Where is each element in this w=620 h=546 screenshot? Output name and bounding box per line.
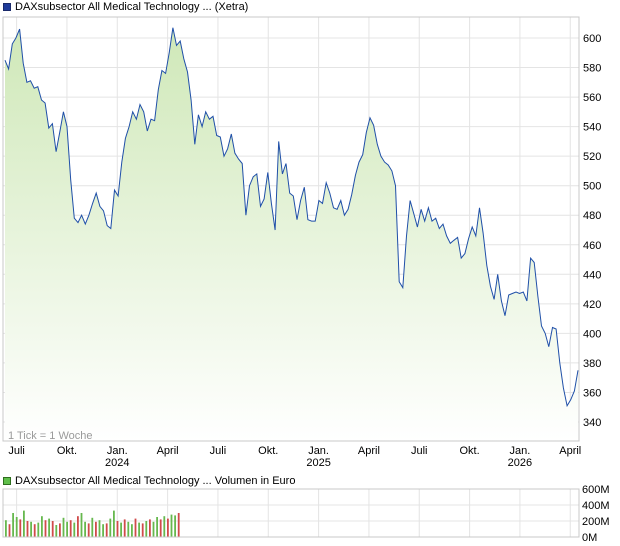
- volume-bar: [138, 522, 140, 537]
- volume-bar: [145, 521, 148, 537]
- price-y-tick-label: 500: [583, 181, 601, 193]
- price-x-tick-label: April: [157, 445, 179, 457]
- volume-bar: [152, 521, 155, 537]
- price-legend-label: DAXsubsector All Medical Technology ... …: [15, 1, 249, 13]
- volume-bar: [55, 525, 58, 537]
- price-y-tick-label: 540: [583, 122, 601, 134]
- price-y-tick-label: 580: [583, 63, 601, 75]
- volume-bar: [95, 521, 97, 537]
- volume-bar: [51, 521, 54, 537]
- volume-bar: [116, 521, 119, 537]
- volume-bar: [177, 513, 180, 537]
- price-y-tick-label: 480: [583, 210, 601, 222]
- volume-y-axis: 600M 400M 200M 0M: [582, 484, 610, 544]
- price-y-axis: 600 580 560 540 520 500 480 460 440 420 400 380 360 3…: [583, 33, 601, 429]
- price-y-tick-label: 400: [583, 328, 601, 340]
- volume-bar: [48, 518, 50, 537]
- volume-bar: [8, 524, 11, 537]
- volume-bar: [80, 513, 83, 537]
- volume-bar: [41, 516, 43, 537]
- price-legend: DAXsubsector All Medical Technology ... …: [3, 0, 248, 14]
- volume-y-tick-label: 200M: [582, 516, 610, 528]
- volume-bar: [15, 517, 18, 537]
- volume-legend-label: DAXsubsector All Medical Technology ... …: [15, 475, 296, 487]
- volume-bar: [174, 515, 176, 537]
- price-x-year-label: 2025: [306, 457, 330, 469]
- watermark-label: 1 Tick = 1 Woche: [8, 430, 92, 442]
- volume-plot-frame: [2, 488, 580, 538]
- volume-y-tick-label: 400M: [582, 500, 610, 512]
- price-x-year-label: 2024: [105, 457, 129, 469]
- price-y-tick-label: 520: [583, 151, 601, 163]
- volume-bar: [167, 518, 169, 537]
- volume-bar: [120, 522, 122, 537]
- price-y-tick-label: 600: [583, 33, 601, 45]
- volume-y-tick-label: 0M: [582, 532, 597, 544]
- volume-bar: [62, 517, 65, 537]
- volume-bar: [156, 517, 158, 537]
- price-x-tick-label: Juli: [210, 445, 227, 457]
- price-line: [4, 27, 579, 408]
- price-x-tick-label: Jan.: [308, 445, 329, 457]
- volume-bar: [123, 519, 126, 537]
- price-y-tick-label: 360: [583, 387, 601, 399]
- volume-bar: [66, 521, 68, 537]
- volume-bar: [23, 510, 25, 537]
- price-x-year-label: 2026: [508, 457, 532, 469]
- price-y-tick-label: 420: [583, 299, 601, 311]
- price-area: [5, 27, 578, 441]
- volume-bars: [5, 510, 180, 537]
- volume-bar: [84, 521, 86, 537]
- volume-bar: [105, 523, 108, 537]
- volume-bar: [91, 517, 94, 537]
- volume-bar: [5, 520, 7, 537]
- volume-legend-swatch: [3, 477, 11, 485]
- volume-bar: [163, 516, 166, 537]
- volume-bar: [12, 513, 14, 537]
- price-x-tick-label: Juli: [411, 445, 428, 457]
- volume-bar: [149, 519, 151, 537]
- price-x-tick-label: Jan.: [510, 445, 531, 457]
- volume-y-tick-label: 600M: [582, 484, 610, 496]
- price-legend-swatch: [3, 3, 11, 11]
- volume-bar: [134, 518, 137, 537]
- price-y-tick-label: 560: [583, 92, 601, 104]
- volume-bar: [98, 520, 101, 537]
- price-x-tick-label: April: [358, 445, 380, 457]
- price-x-tick-label: April: [559, 445, 581, 457]
- volume-bar: [69, 520, 72, 537]
- volume-bar: [113, 510, 115, 537]
- volume-legend: DAXsubsector All Medical Technology ... …: [3, 474, 295, 488]
- volume-bar: [109, 518, 112, 537]
- volume-bar: [59, 523, 61, 537]
- price-x-tick-label: Okt.: [258, 445, 278, 457]
- price-y-tick-label: 340: [583, 417, 601, 429]
- volume-bar: [73, 522, 76, 537]
- volume-bar: [77, 516, 79, 537]
- volume-bar: [102, 524, 104, 537]
- volume-bar: [87, 523, 90, 537]
- volume-bar: [26, 521, 29, 537]
- volume-bar: [37, 522, 40, 537]
- volume-bar: [19, 519, 22, 537]
- price-x-tick-label: Okt.: [57, 445, 77, 457]
- volume-bar: [30, 521, 32, 537]
- volume-bar: [33, 524, 36, 537]
- volume-bar: [170, 514, 173, 537]
- volume-bar: [131, 524, 133, 537]
- price-x-tick-label: Juli: [8, 445, 25, 457]
- volume-bar: [127, 521, 130, 537]
- volume-bar: [141, 523, 144, 537]
- volume-bar: [44, 520, 47, 537]
- price-y-tick-label: 440: [583, 269, 601, 281]
- volume-bar: [159, 519, 162, 537]
- price-plot-frame: [2, 16, 580, 442]
- price-y-tick-label: 380: [583, 358, 601, 370]
- price-y-tick-label: 460: [583, 240, 601, 252]
- price-x-tick-label: Okt.: [460, 445, 480, 457]
- price-x-tick-label: Jan.: [107, 445, 128, 457]
